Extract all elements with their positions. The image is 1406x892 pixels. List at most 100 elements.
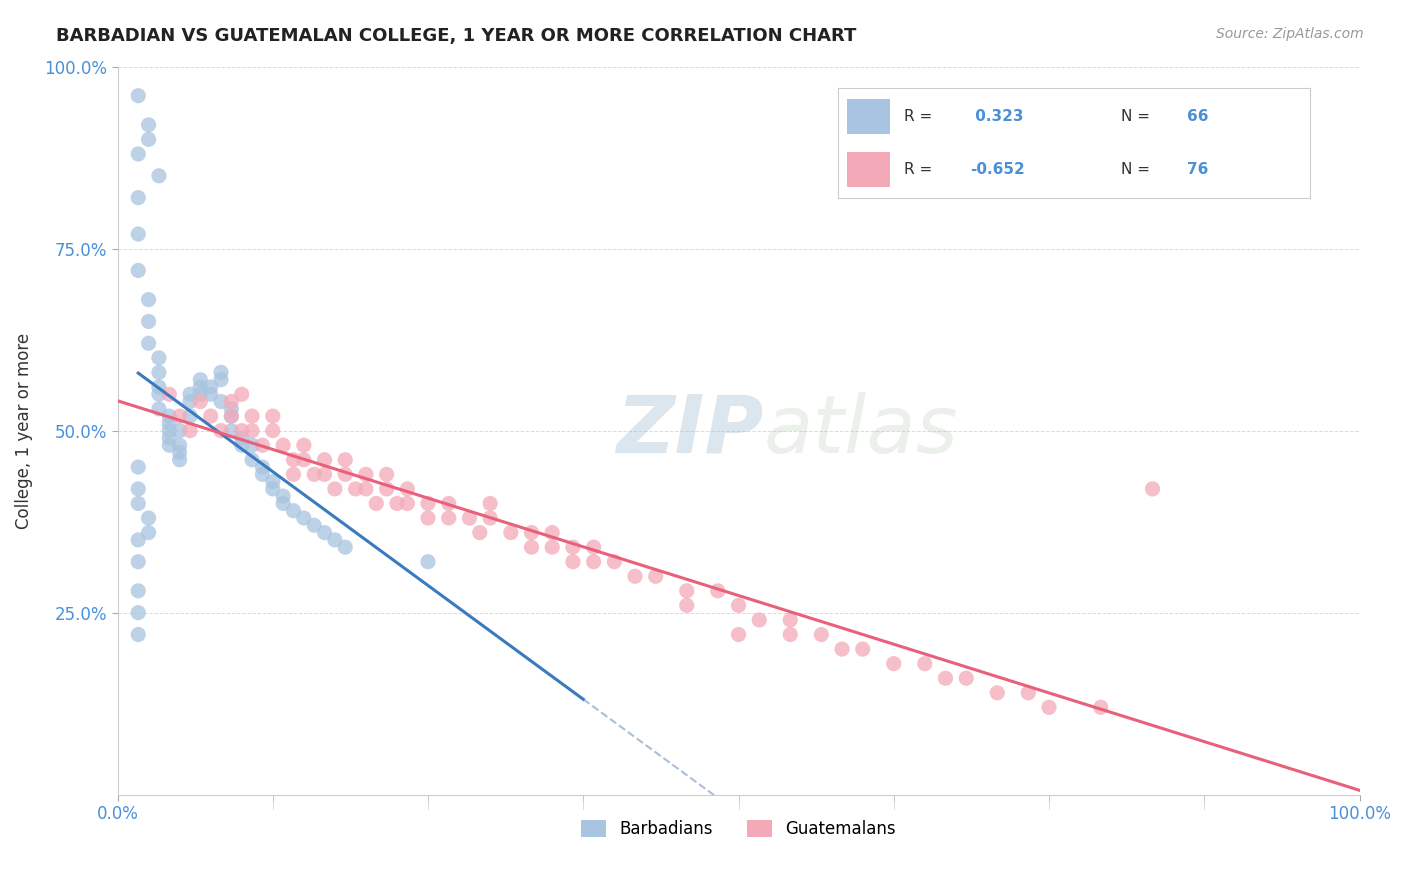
Point bbox=[138, 132, 160, 146]
Point bbox=[262, 482, 284, 496]
Point bbox=[169, 452, 191, 467]
Point bbox=[169, 438, 191, 452]
Point bbox=[323, 533, 346, 547]
Point bbox=[200, 380, 222, 394]
Point bbox=[240, 409, 263, 423]
Point bbox=[354, 467, 377, 482]
Point bbox=[127, 583, 149, 598]
Point bbox=[252, 438, 274, 452]
Point bbox=[179, 394, 201, 409]
Point bbox=[375, 467, 398, 482]
Point bbox=[520, 540, 543, 554]
Point bbox=[179, 387, 201, 401]
Point bbox=[127, 460, 149, 475]
Point bbox=[148, 387, 170, 401]
Point bbox=[396, 482, 419, 496]
Point bbox=[240, 424, 263, 438]
Point bbox=[252, 460, 274, 475]
Point bbox=[292, 452, 315, 467]
Point bbox=[292, 511, 315, 525]
Point bbox=[209, 365, 232, 379]
Point bbox=[582, 555, 605, 569]
Point bbox=[157, 387, 180, 401]
Point bbox=[127, 482, 149, 496]
Point bbox=[344, 482, 367, 496]
Point bbox=[335, 467, 357, 482]
Point bbox=[221, 409, 243, 423]
Point bbox=[179, 424, 201, 438]
Point bbox=[127, 88, 149, 103]
Point bbox=[727, 599, 749, 613]
Point bbox=[209, 373, 232, 387]
Point bbox=[138, 336, 160, 351]
Point bbox=[675, 599, 697, 613]
Point bbox=[138, 293, 160, 307]
Point bbox=[437, 511, 460, 525]
Point bbox=[520, 525, 543, 540]
Point bbox=[221, 394, 243, 409]
Point bbox=[271, 489, 294, 503]
Point bbox=[157, 438, 180, 452]
Point bbox=[914, 657, 936, 671]
Point bbox=[416, 555, 439, 569]
Point bbox=[955, 671, 977, 685]
Point bbox=[707, 583, 730, 598]
Point bbox=[375, 482, 398, 496]
Point bbox=[416, 496, 439, 510]
Point bbox=[354, 482, 377, 496]
Legend: Barbadians, Guatemalans: Barbadians, Guatemalans bbox=[575, 814, 903, 845]
Point bbox=[169, 409, 191, 423]
Point bbox=[262, 424, 284, 438]
Point bbox=[810, 627, 832, 641]
Point bbox=[748, 613, 770, 627]
Point bbox=[479, 496, 502, 510]
Point bbox=[1017, 686, 1039, 700]
Point bbox=[385, 496, 408, 510]
Point bbox=[138, 118, 160, 132]
Point bbox=[231, 387, 253, 401]
Point bbox=[283, 504, 305, 518]
Point bbox=[148, 365, 170, 379]
Point bbox=[262, 475, 284, 489]
Point bbox=[541, 540, 564, 554]
Point bbox=[188, 373, 211, 387]
Point bbox=[323, 482, 346, 496]
Point bbox=[138, 314, 160, 328]
Point bbox=[127, 555, 149, 569]
Point bbox=[231, 438, 253, 452]
Point bbox=[292, 438, 315, 452]
Point bbox=[934, 671, 956, 685]
Point bbox=[200, 387, 222, 401]
Point bbox=[271, 438, 294, 452]
Point bbox=[157, 431, 180, 445]
Point bbox=[240, 452, 263, 467]
Point bbox=[231, 431, 253, 445]
Point bbox=[148, 351, 170, 365]
Point bbox=[314, 452, 336, 467]
Text: Source: ZipAtlas.com: Source: ZipAtlas.com bbox=[1216, 27, 1364, 41]
Point bbox=[221, 409, 243, 423]
Point bbox=[127, 606, 149, 620]
Point bbox=[148, 169, 170, 183]
Y-axis label: College, 1 year or more: College, 1 year or more bbox=[15, 333, 32, 529]
Text: ZIP: ZIP bbox=[616, 392, 763, 470]
Point bbox=[221, 424, 243, 438]
Text: atlas: atlas bbox=[763, 392, 957, 470]
Point bbox=[561, 540, 583, 554]
Point bbox=[169, 445, 191, 459]
Point bbox=[779, 627, 801, 641]
Point bbox=[127, 227, 149, 241]
Point bbox=[148, 401, 170, 416]
Point bbox=[779, 613, 801, 627]
Point bbox=[127, 263, 149, 277]
Point bbox=[582, 540, 605, 554]
Point bbox=[883, 657, 905, 671]
Point bbox=[221, 401, 243, 416]
Point bbox=[179, 409, 201, 423]
Point bbox=[1142, 482, 1164, 496]
Point bbox=[200, 409, 222, 423]
Point bbox=[138, 525, 160, 540]
Point bbox=[314, 525, 336, 540]
Point bbox=[127, 496, 149, 510]
Point bbox=[644, 569, 666, 583]
